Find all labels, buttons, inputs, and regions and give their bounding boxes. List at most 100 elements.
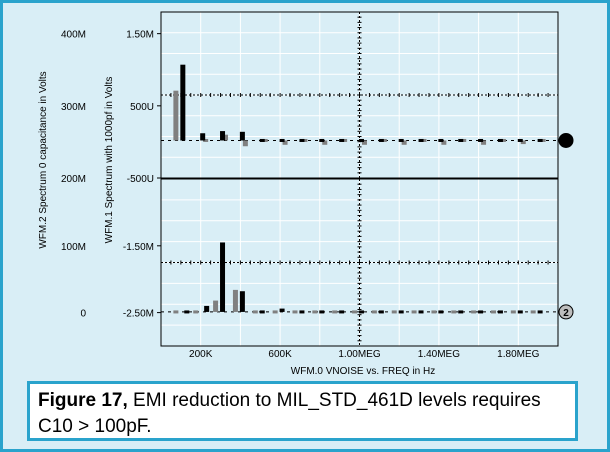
x-tick-label: 600K: [268, 349, 292, 360]
bar: [478, 138, 484, 142]
bar: [299, 138, 305, 142]
bar: [259, 310, 265, 314]
bar: [262, 138, 268, 142]
y-tick-label-inner: -500U: [127, 174, 154, 185]
x-tick-label: 1.40MEG: [418, 349, 460, 360]
bar: [352, 310, 358, 314]
bar: [252, 310, 258, 314]
bar: [537, 310, 543, 314]
bar: [319, 310, 325, 314]
bar: [242, 140, 248, 147]
bar: [401, 140, 407, 145]
bar: [490, 310, 496, 314]
bar: [418, 310, 424, 314]
bar: [282, 140, 288, 145]
bar: [223, 134, 229, 141]
bar: [358, 310, 364, 314]
bar: [537, 138, 543, 142]
bar: [438, 310, 444, 314]
x-tick-label: 200K: [189, 349, 213, 360]
bar: [239, 131, 245, 141]
bar: [458, 138, 464, 142]
bar: [319, 138, 325, 142]
bar: [471, 310, 477, 314]
bar: [381, 138, 387, 142]
bar: [279, 308, 285, 312]
plot-border-bottom: [160, 178, 559, 347]
bar: [378, 138, 384, 142]
bar: [418, 138, 424, 142]
bar: [517, 310, 523, 314]
bar: [398, 138, 404, 142]
bar: [481, 140, 487, 145]
y-tick-label-outer: 400M: [61, 30, 86, 41]
bar: [292, 310, 298, 314]
trace-marker-label: 1: [563, 136, 569, 147]
bar: [438, 138, 444, 142]
caption-label: Figure 17,: [38, 390, 128, 411]
bar: [500, 138, 506, 142]
bar: [312, 310, 318, 314]
bar: [220, 242, 226, 312]
bar: [239, 291, 245, 312]
bar: [530, 310, 536, 314]
trace-marker-circle: [558, 304, 574, 320]
bar: [358, 138, 364, 142]
bar: [361, 140, 367, 145]
x-tick-label: 1.00MEG: [338, 349, 380, 360]
bar: [173, 310, 179, 314]
y-tick-label-inner: 1.50M: [126, 30, 154, 41]
bar: [398, 310, 404, 314]
bar: [203, 138, 209, 142]
bar: [184, 310, 190, 314]
trace-marker-label: 2: [563, 308, 569, 319]
caption-text: EMI reduction to MIL_STD_461D levels req…: [38, 390, 541, 437]
bar: [213, 300, 219, 312]
bar: [339, 310, 345, 314]
y-tick-label-outer: 300M: [61, 102, 86, 113]
bar: [299, 310, 305, 314]
bar: [451, 310, 457, 314]
figure-caption: Figure 17, EMI reduction to MIL_STD_461D…: [27, 381, 578, 441]
bar: [431, 310, 437, 314]
bar: [302, 138, 308, 142]
bar: [497, 138, 503, 142]
y-tick-label-outer: 200M: [61, 174, 86, 185]
bar: [272, 310, 278, 314]
bar: [517, 138, 523, 142]
y-tick-label-outer: 0: [80, 309, 86, 320]
bar: [180, 64, 186, 141]
x-tick-label: 1.80MEG: [497, 349, 539, 360]
x-axis-label: WFM.0 VNOISE vs. FREQ in Hz: [291, 366, 435, 377]
bar: [371, 310, 377, 314]
y-tick-label-inner: -1.50M: [123, 242, 154, 253]
y-axis-label-outer: WFM.2 Spectrum 0 capacitance in Volts: [38, 71, 49, 248]
bar: [339, 138, 345, 142]
bar: [200, 133, 206, 141]
bar: [458, 310, 464, 314]
bar: [332, 310, 338, 314]
bar: [232, 289, 238, 312]
trace-marker-circle: [558, 132, 574, 148]
bar: [173, 90, 179, 141]
bar: [478, 310, 484, 314]
bar: [510, 310, 516, 314]
bar: [378, 310, 384, 314]
chart: 1.50M 500U -500U 400M 300M 200M 1 -1.50M -2.50M 1…: [38, 11, 574, 377]
bar: [391, 310, 397, 314]
y-axis-label-inner: WFM.1 Spectrum with 1000pf in Volts: [104, 77, 115, 244]
bar: [411, 310, 417, 314]
bar: [497, 310, 503, 314]
bar: [461, 138, 467, 142]
bar: [279, 138, 285, 142]
bar: [259, 138, 265, 142]
bar: [220, 131, 226, 141]
bar: [204, 305, 210, 312]
bar: [520, 140, 526, 145]
bar: [193, 310, 199, 314]
y-tick-label-inner: 500U: [130, 102, 154, 113]
bar: [540, 138, 546, 142]
bar: [421, 138, 427, 142]
bar: [441, 140, 447, 145]
